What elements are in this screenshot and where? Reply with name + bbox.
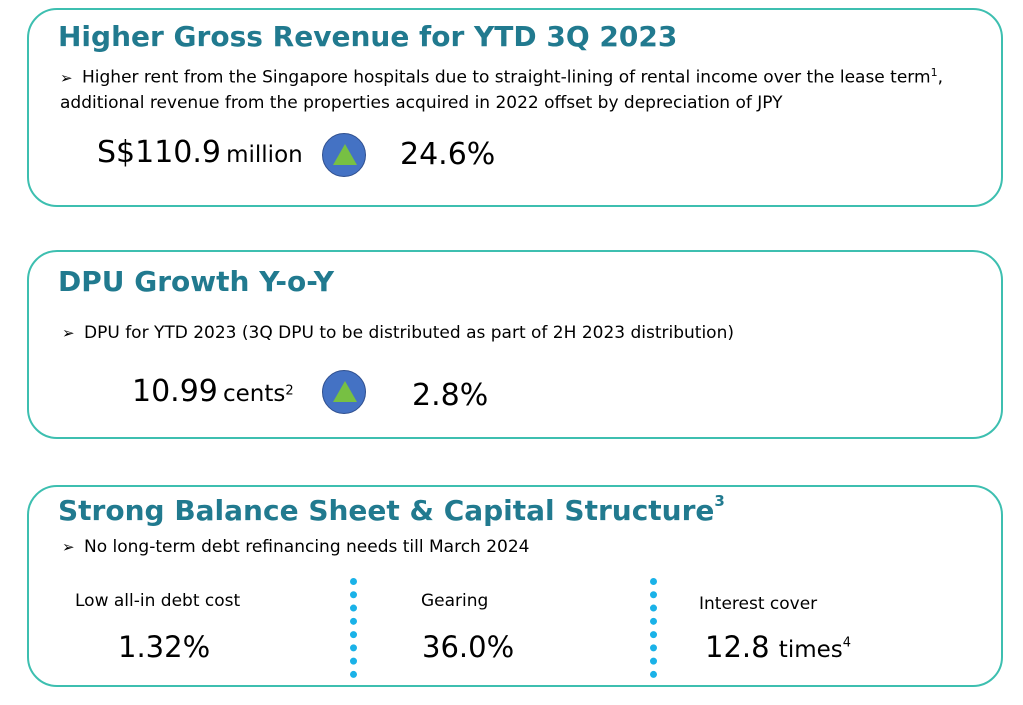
balance-bullet: ➢ No long-term debt refinancing needs til… xyxy=(62,535,962,560)
revenue-metric: S$110.9 million xyxy=(97,135,303,170)
kpi-divider xyxy=(350,578,357,678)
footnote-ref-2: 2 xyxy=(285,383,294,399)
dpu-up-indicator xyxy=(322,370,366,414)
dpu-value: 10.99 xyxy=(132,374,218,409)
balance-title-text: Strong Balance Sheet & Capital Structure xyxy=(58,494,715,527)
revenue-change: 24.6% xyxy=(400,137,496,172)
revenue-unit: million xyxy=(226,142,303,168)
up-triangle-icon xyxy=(333,381,357,402)
revenue-title: Higher Gross Revenue for YTD 3Q 2023 xyxy=(58,20,678,53)
kpi-label-gearing: Gearing xyxy=(421,591,489,611)
bullet-arrow-icon: ➢ xyxy=(62,538,75,556)
revenue-up-indicator xyxy=(322,133,366,177)
kpi-label-debt-cost: Low all-in debt cost xyxy=(75,591,241,611)
balance-card xyxy=(27,485,1003,687)
kpi-divider xyxy=(650,578,657,678)
revenue-value: S$110.9 xyxy=(97,135,222,170)
balance-title: Strong Balance Sheet & Capital Structure… xyxy=(58,492,725,527)
kpi-value-debt-cost: 1.32% xyxy=(118,630,211,664)
revenue-bullet: ➢ Higher rent from the Singapore hospital… xyxy=(60,60,960,116)
dpu-metric: 10.99 cents2 xyxy=(132,374,294,409)
interest-cover-unit: times xyxy=(778,637,843,663)
dpu-title: DPU Growth Y-o-Y xyxy=(58,265,335,298)
bullet-arrow-icon: ➢ xyxy=(60,68,73,87)
dpu-change: 2.8% xyxy=(412,378,489,413)
dpu-unit: cents xyxy=(222,381,286,407)
kpi-value-gearing: 36.0% xyxy=(422,630,515,664)
footnote-ref-4: 4 xyxy=(842,635,852,651)
kpi-label-interest-cover: Interest cover xyxy=(699,594,818,614)
up-triangle-icon xyxy=(333,144,357,165)
footnote-ref-3: 3 xyxy=(714,492,725,510)
dpu-card xyxy=(27,250,1003,439)
revenue-bullet-text-a: Higher rent from the Singapore hospitals… xyxy=(82,67,931,88)
balance-bullet-text: No long-term debt refinancing needs till… xyxy=(84,537,530,557)
bullet-arrow-icon: ➢ xyxy=(62,324,75,342)
dpu-bullet: ➢ DPU for YTD 2023 (3Q DPU to be distribu… xyxy=(62,321,962,346)
dpu-bullet-text: DPU for YTD 2023 (3Q DPU to be distribut… xyxy=(84,323,734,343)
kpi-value-interest-cover: 12.8 times4 xyxy=(705,630,851,664)
revenue-bullet-text-b: , additional revenue from the properties… xyxy=(60,67,943,113)
footnote-ref-1: 1 xyxy=(930,66,938,79)
interest-cover-value: 12.8 xyxy=(705,630,770,664)
revenue-card xyxy=(27,8,1003,207)
